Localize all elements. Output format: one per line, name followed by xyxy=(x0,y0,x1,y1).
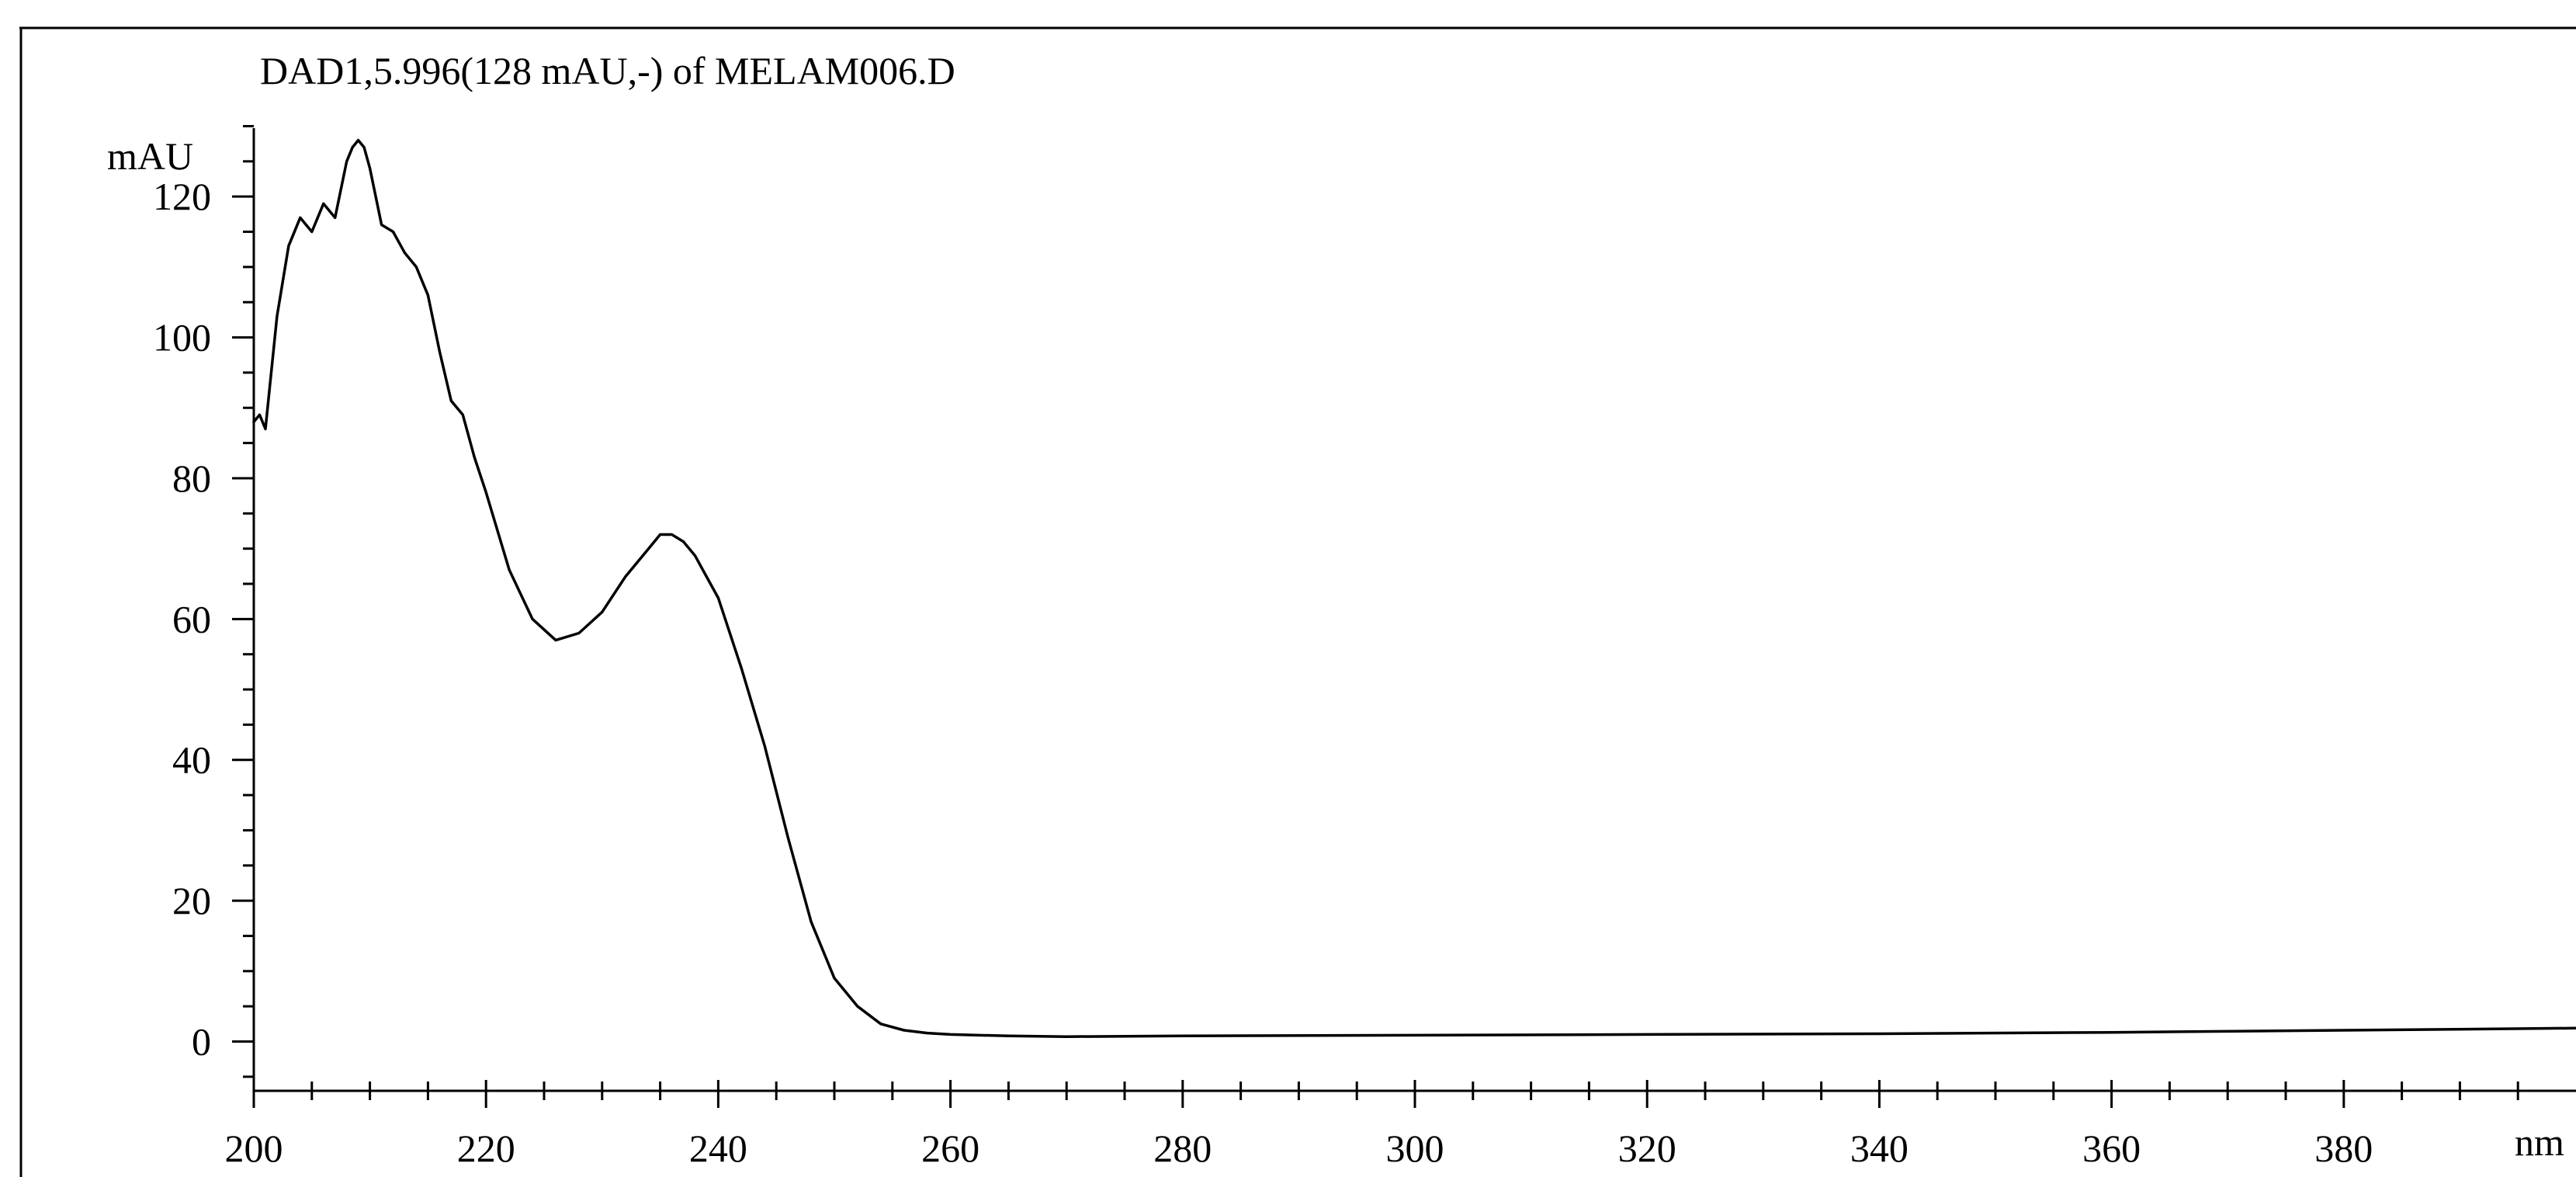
y-tick-label: 0 xyxy=(192,1020,211,1064)
x-tick-label: 240 xyxy=(689,1127,747,1170)
x-axis-label: nm xyxy=(2515,1120,2564,1164)
y-axis-label: mAU xyxy=(107,134,193,178)
x-tick-label: 380 xyxy=(2314,1127,2373,1170)
x-tick-label: 220 xyxy=(457,1127,515,1170)
y-tick-label: 40 xyxy=(172,738,211,782)
x-tick-label: 260 xyxy=(921,1127,979,1170)
y-tick-label: 120 xyxy=(153,175,211,218)
spectrum-line-0 xyxy=(252,138,2576,1038)
y-axis-ticks: 0 20 40 60 80 100 120 xyxy=(153,124,254,1078)
x-axis-ticks: 200 220 240 260 280 300 320 340 360 380 xyxy=(225,1080,2519,1170)
x-tick-label: 200 xyxy=(225,1127,283,1170)
x-tick-label: 300 xyxy=(1386,1127,1444,1170)
y-tick-label: 100 xyxy=(153,316,211,359)
y-tick-label: 80 xyxy=(172,457,211,500)
x-tick-label: 320 xyxy=(1618,1127,1676,1170)
chart-title: DAD1,5.996(128 mAU,-) of MELAM006.D xyxy=(260,49,955,92)
y-tick-label: 20 xyxy=(172,879,211,922)
x-tick-label: 280 xyxy=(1153,1127,1212,1170)
y-tick-label: 60 xyxy=(172,597,211,641)
x-tick-label: 340 xyxy=(1850,1127,1909,1170)
x-tick-label: 360 xyxy=(2082,1127,2141,1170)
plot-series xyxy=(252,138,2576,1038)
